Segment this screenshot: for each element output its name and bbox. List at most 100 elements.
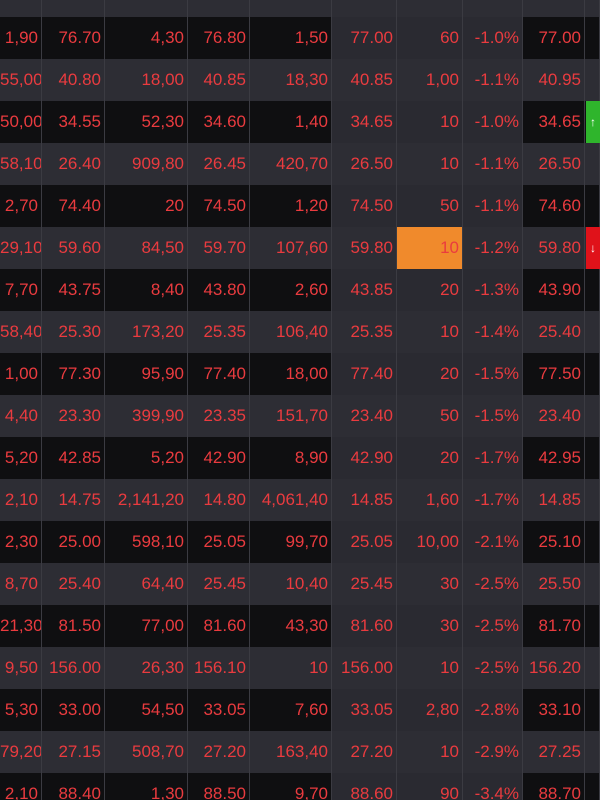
quote-cell: 33.05 bbox=[332, 689, 397, 731]
quote-cell: 25.35 bbox=[188, 311, 250, 353]
quote-cell: 2,60 bbox=[250, 269, 332, 311]
indicator-cell bbox=[585, 185, 600, 227]
quote-cell: 598,10 bbox=[105, 521, 188, 563]
quote-cell: 25.40 bbox=[42, 563, 105, 605]
quote-cell: 151,70 bbox=[250, 395, 332, 437]
quote-cell: 88.70 bbox=[523, 773, 585, 800]
quote-cell: 420,70 bbox=[250, 143, 332, 185]
row-background bbox=[332, 0, 397, 17]
quote-cell: 8,70 bbox=[0, 563, 42, 605]
quote-cell: 27.15 bbox=[42, 731, 105, 773]
quote-cell: 14.85 bbox=[523, 479, 585, 521]
quote-cell: 23.40 bbox=[332, 395, 397, 437]
quote-cell: 25.50 bbox=[523, 563, 585, 605]
quote-cell: 88.50 bbox=[188, 773, 250, 800]
row-background bbox=[250, 0, 332, 17]
quote-cell: 43.80 bbox=[188, 269, 250, 311]
quote-cell: 9,70 bbox=[250, 773, 332, 800]
indicator-cell bbox=[585, 59, 600, 101]
quote-cell: 909,80 bbox=[105, 143, 188, 185]
quote-cell: 74.50 bbox=[332, 185, 397, 227]
quote-cell: -2.9% bbox=[463, 731, 523, 773]
quote-cell: 10 bbox=[397, 731, 463, 773]
quote-cell: 10 bbox=[397, 227, 463, 269]
quote-cell: 43,30 bbox=[250, 605, 332, 647]
quote-cell: 40.85 bbox=[188, 59, 250, 101]
quote-cell: 42.90 bbox=[188, 437, 250, 479]
quote-cell: 10 bbox=[397, 101, 463, 143]
quote-cell: 10,40 bbox=[250, 563, 332, 605]
quote-cell: 25.05 bbox=[332, 521, 397, 563]
quote-cell: 42.90 bbox=[332, 437, 397, 479]
quote-cell: 58,10 bbox=[0, 143, 42, 185]
quote-cell: -2.1% bbox=[463, 521, 523, 563]
row-background bbox=[585, 0, 600, 17]
row-background bbox=[523, 0, 585, 17]
quote-cell: 25.05 bbox=[188, 521, 250, 563]
quote-cell: 1,60 bbox=[397, 479, 463, 521]
quote-cell: 26.45 bbox=[188, 143, 250, 185]
quote-cell: 40.80 bbox=[42, 59, 105, 101]
quote-cell: 30 bbox=[397, 605, 463, 647]
quote-cell: 58,40 bbox=[0, 311, 42, 353]
quote-cell: 18,00 bbox=[250, 353, 332, 395]
quote-cell: 25.45 bbox=[332, 563, 397, 605]
quote-cell: 1,30 bbox=[105, 773, 188, 800]
quote-cell: 20 bbox=[105, 185, 188, 227]
quote-cell: 156.20 bbox=[523, 647, 585, 689]
quote-cell: 4,061,40 bbox=[250, 479, 332, 521]
quote-cell: -2.5% bbox=[463, 563, 523, 605]
quote-cell: 25.40 bbox=[523, 311, 585, 353]
quote-cell: 1,90 bbox=[0, 17, 42, 59]
quote-cell: 33.05 bbox=[188, 689, 250, 731]
quote-cell: -1.5% bbox=[463, 395, 523, 437]
quote-cell: 14.85 bbox=[332, 479, 397, 521]
quote-cell: 10 bbox=[397, 143, 463, 185]
quote-cell: 10 bbox=[397, 647, 463, 689]
indicator-cell bbox=[585, 269, 600, 311]
quote-cell: 25.45 bbox=[188, 563, 250, 605]
quote-cell: 43.90 bbox=[523, 269, 585, 311]
indicator-cell bbox=[585, 647, 600, 689]
quote-cell: -2.8% bbox=[463, 689, 523, 731]
quote-cell: 52,30 bbox=[105, 101, 188, 143]
quote-cell: 34.65 bbox=[332, 101, 397, 143]
quote-cell: -1.0% bbox=[463, 17, 523, 59]
quote-cell: 43.85 bbox=[332, 269, 397, 311]
quote-cell: 14.80 bbox=[188, 479, 250, 521]
row-background bbox=[42, 0, 105, 17]
quote-cell: 81.70 bbox=[523, 605, 585, 647]
quote-cell: 34.55 bbox=[42, 101, 105, 143]
quote-cell: 27.20 bbox=[332, 731, 397, 773]
quote-cell: 106,40 bbox=[250, 311, 332, 353]
quote-cell: 88.40 bbox=[42, 773, 105, 800]
indicator-cell bbox=[585, 395, 600, 437]
quote-cell: 20 bbox=[397, 353, 463, 395]
quote-cell: 2,141,20 bbox=[105, 479, 188, 521]
indicator-cell bbox=[585, 689, 600, 731]
quote-cell: -1.7% bbox=[463, 437, 523, 479]
quote-cell: 60 bbox=[397, 17, 463, 59]
quote-cell: 95,90 bbox=[105, 353, 188, 395]
quote-cell: -2.5% bbox=[463, 605, 523, 647]
quote-cell: 33.10 bbox=[523, 689, 585, 731]
quote-cell: 10 bbox=[397, 311, 463, 353]
indicator-cell bbox=[585, 605, 600, 647]
quote-cell: 10,00 bbox=[397, 521, 463, 563]
quote-cell: 23.40 bbox=[523, 395, 585, 437]
quote-cell: 77.40 bbox=[332, 353, 397, 395]
quote-cell: 99,70 bbox=[250, 521, 332, 563]
quote-cell: 34.65 bbox=[523, 101, 585, 143]
indicator-cell bbox=[585, 773, 600, 800]
row-background bbox=[105, 0, 188, 17]
quote-cell: 4,30 bbox=[105, 17, 188, 59]
quote-cell: 508,70 bbox=[105, 731, 188, 773]
quote-cell: 5,20 bbox=[105, 437, 188, 479]
quote-cell: 7,70 bbox=[0, 269, 42, 311]
quote-cell: 1,50 bbox=[250, 17, 332, 59]
quote-cell: 88.60 bbox=[332, 773, 397, 800]
quote-cell: 2,10 bbox=[0, 479, 42, 521]
quote-cell: 33.00 bbox=[42, 689, 105, 731]
quote-cell: 81.60 bbox=[188, 605, 250, 647]
